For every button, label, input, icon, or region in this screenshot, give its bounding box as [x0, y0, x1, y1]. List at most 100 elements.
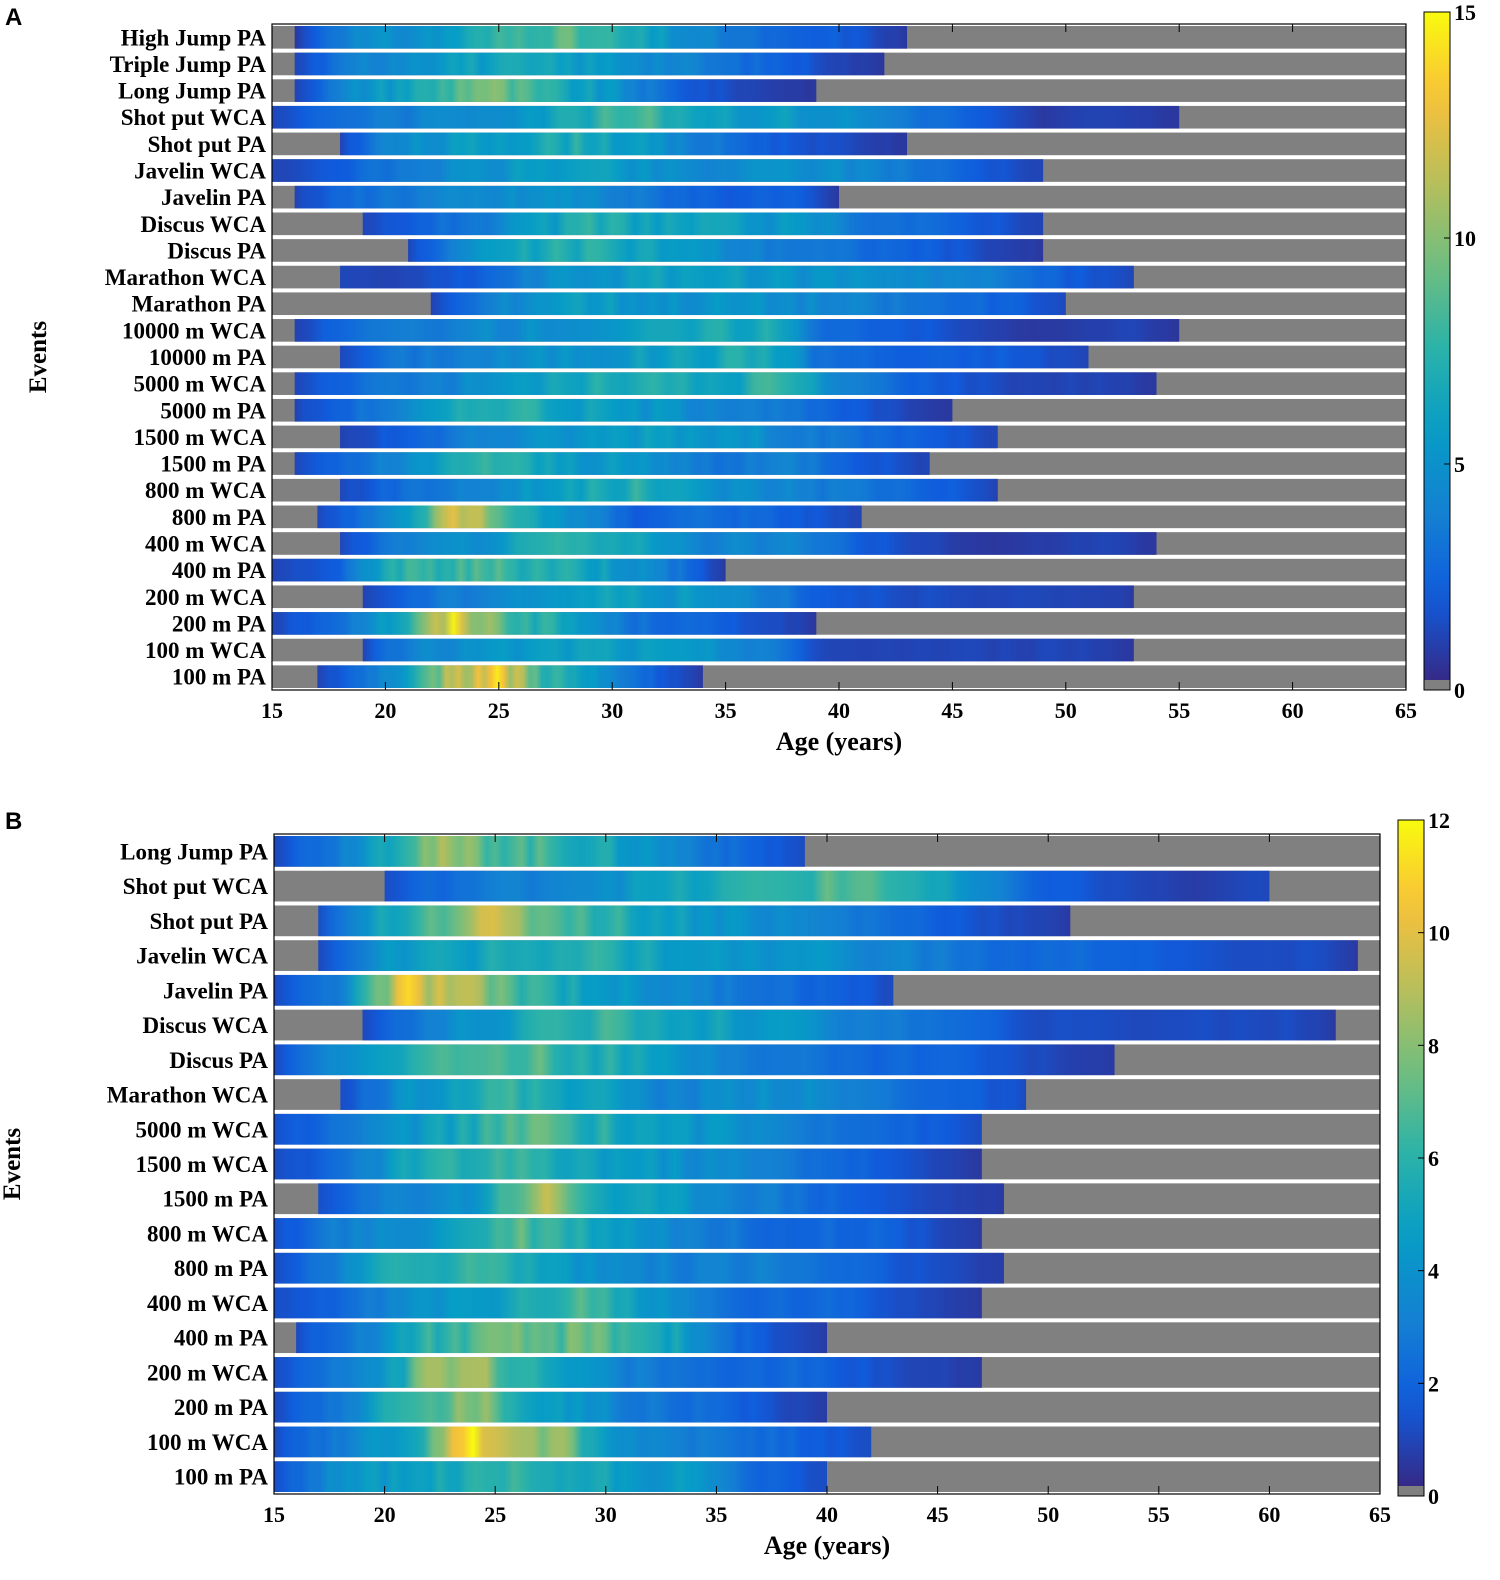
- heatmap-bar: [318, 940, 1358, 971]
- heatmap-bar: [294, 185, 839, 209]
- heatmap-bar: [294, 79, 817, 102]
- event-label: Discus WCA: [141, 212, 267, 237]
- event-label: Long Jump PA: [118, 79, 266, 104]
- heatmap-bar: [318, 905, 1071, 937]
- colorbar-tick-label: 10: [1428, 921, 1450, 946]
- heatmap-bar: [274, 1461, 827, 1492]
- colorbar-tick-label: 0: [1428, 1484, 1439, 1509]
- heatmap-bar: [274, 1044, 1115, 1076]
- event-label: 100 m WCA: [145, 638, 266, 663]
- x-tick-label: 20: [374, 698, 396, 723]
- x-tick-label: 40: [816, 1502, 838, 1527]
- event-label: 1500 m PA: [162, 1187, 268, 1212]
- event-label: Javelin WCA: [134, 159, 266, 184]
- heatmap-bar: [317, 505, 862, 529]
- event-label: Marathon PA: [132, 292, 267, 317]
- event-label: 800 m WCA: [147, 1221, 268, 1246]
- heatmap-bar: [274, 1287, 982, 1319]
- heatmap-bar: [362, 212, 1044, 236]
- event-label: 200 m PA: [172, 611, 267, 636]
- event-label: 200 m PA: [174, 1395, 269, 1420]
- x-tick-label: 15: [263, 1502, 285, 1527]
- heatmap-bar: [362, 638, 1134, 662]
- x-tick-label: 25: [488, 698, 510, 723]
- heatmap-bar: [384, 870, 1270, 902]
- heatmap-bar: [272, 558, 726, 582]
- heatmap-bar: [340, 425, 998, 449]
- event-label: Discus PA: [169, 1048, 268, 1073]
- event-label: Javelin PA: [161, 185, 266, 210]
- event-label: 1500 m WCA: [134, 425, 267, 450]
- heatmap-chart-b: Long Jump PA Shot put WCA Shot put PA Javel…: [0, 808, 1450, 1560]
- colorbar-gradient: [1398, 820, 1424, 1486]
- x-tick-label: 30: [595, 1502, 617, 1527]
- event-label: Triple Jump PA: [110, 52, 267, 77]
- x-tick-label: 25: [484, 1502, 506, 1527]
- y-axis-label: Events: [0, 1128, 26, 1201]
- x-axis-label: Age (years): [776, 727, 902, 756]
- event-label: 400 m PA: [174, 1326, 269, 1351]
- event-label: Discus WCA: [143, 1013, 269, 1038]
- x-tick-label: 65: [1395, 698, 1417, 723]
- event-label: 5000 m WCA: [136, 1117, 269, 1142]
- x-tick-label: 20: [374, 1502, 396, 1527]
- x-tick-label: 35: [705, 1502, 727, 1527]
- event-label: Long Jump PA: [120, 839, 268, 864]
- event-label: 1500 m PA: [160, 452, 266, 477]
- heatmap-bar: [274, 1391, 827, 1423]
- heatmap-bar: [274, 836, 805, 867]
- colorbar-tick-label: 10: [1454, 226, 1476, 251]
- colorbar-zero-swatch: [1398, 1486, 1424, 1496]
- event-label: Marathon WCA: [105, 265, 267, 290]
- panel-a-label: A: [5, 4, 23, 31]
- colorbar-tick-label: 12: [1428, 808, 1450, 833]
- heatmap-bar: [430, 292, 1066, 316]
- x-tick-label: 45: [927, 1502, 949, 1527]
- event-label: Shot put PA: [148, 132, 267, 157]
- heatmap-bar: [340, 345, 1089, 369]
- heatmap-bar: [340, 132, 908, 156]
- event-label: 1500 m WCA: [136, 1152, 269, 1177]
- event-label: 200 m WCA: [145, 585, 266, 610]
- x-tick-label: 60: [1258, 1502, 1280, 1527]
- heatmap-bar: [362, 1009, 1336, 1041]
- heatmap-bar: [274, 974, 894, 1006]
- x-tick-label: 30: [601, 698, 623, 723]
- colorbar-tick-label: 8: [1428, 1033, 1439, 1058]
- event-label: Javelin WCA: [136, 944, 268, 969]
- event-label: 5000 m WCA: [134, 372, 267, 397]
- heatmap-bar: [340, 265, 1134, 289]
- colorbar-gradient: [1424, 12, 1450, 680]
- event-label: 10000 m PA: [149, 345, 267, 370]
- colorbar-tick-label: 6: [1428, 1146, 1439, 1171]
- heatmap-bar: [272, 159, 1044, 182]
- event-label: 400 m WCA: [145, 531, 266, 556]
- heatmap-bar: [274, 1252, 1004, 1284]
- event-label: 800 m PA: [172, 505, 267, 530]
- event-label: Marathon WCA: [107, 1083, 269, 1108]
- y-axis-label: Events: [25, 321, 52, 394]
- heatmap-bar: [340, 478, 998, 502]
- event-label: 100 m PA: [174, 1465, 269, 1490]
- x-tick-label: 50: [1037, 1502, 1059, 1527]
- x-tick-label: 60: [1282, 698, 1304, 723]
- event-label: Shot put WCA: [123, 874, 269, 899]
- x-tick-label: 35: [715, 698, 737, 723]
- colorbar-tick-label: 0: [1454, 678, 1465, 703]
- heatmap-bar: [294, 319, 1180, 342]
- event-label: Shot put WCA: [121, 105, 267, 130]
- x-tick-label: 65: [1369, 1502, 1391, 1527]
- event-label: 10000 m WCA: [122, 318, 266, 343]
- event-label: 100 m PA: [172, 665, 267, 690]
- heatmap-bar: [272, 612, 817, 635]
- x-tick-label: 15: [261, 698, 283, 723]
- heatmap-bar: [274, 1426, 872, 1458]
- x-tick-label: 40: [828, 698, 850, 723]
- heatmap-bar: [274, 1218, 982, 1249]
- x-axis-label: Age (years): [764, 1531, 890, 1560]
- event-label: 800 m PA: [174, 1256, 269, 1281]
- heatmap-bar: [274, 1357, 982, 1388]
- x-tick-label: 45: [941, 698, 963, 723]
- heatmap-bar: [294, 452, 930, 475]
